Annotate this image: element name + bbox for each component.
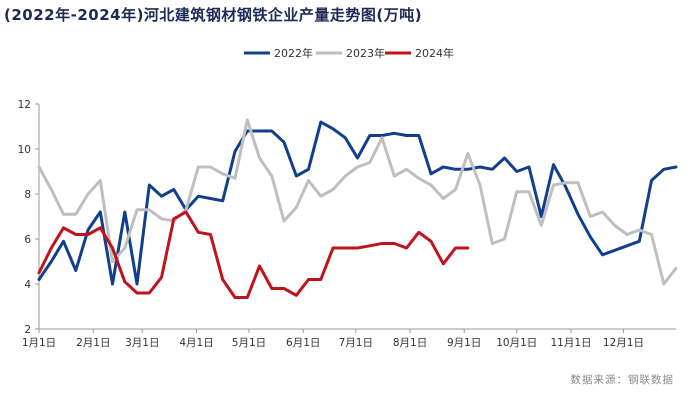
x-tick-label: 12月1日 bbox=[603, 337, 644, 349]
y-tick-label: 10 bbox=[18, 144, 31, 156]
legend-label: 2023年 bbox=[346, 46, 385, 60]
y-tick-label: 2 bbox=[24, 324, 31, 336]
axes: 2 4 6 8 10 12 1月1日 2月1日 3月1日 4月1日 5月1日 6月1日 7月1日 8月1日… bbox=[18, 99, 676, 349]
x-tick-label: 3月1日 bbox=[125, 337, 159, 349]
x-tick-label: 1月1日 bbox=[22, 337, 56, 349]
x-tick-label: 9月1日 bbox=[447, 337, 481, 349]
legend-label: 2024年 bbox=[415, 46, 454, 60]
x-tick-label: 8月1日 bbox=[393, 337, 427, 349]
x-tick-label: 7月1日 bbox=[339, 337, 373, 349]
x-tick-label: 4月1日 bbox=[179, 337, 213, 349]
series-line-2024年 bbox=[37, 210, 470, 299]
y-tick-label: 4 bbox=[24, 279, 31, 291]
y-tick-label: 12 bbox=[18, 99, 31, 111]
series-group bbox=[37, 118, 678, 299]
legend: 2022年 2023年 2024年 bbox=[244, 46, 454, 60]
y-tick-label: 8 bbox=[24, 189, 31, 201]
x-tick-label: 11月1日 bbox=[550, 337, 591, 349]
y-tick-label: 6 bbox=[24, 234, 31, 246]
x-tick-label: 10月1日 bbox=[496, 337, 537, 349]
x-tick-label: 6月1日 bbox=[286, 337, 320, 349]
x-tick-label: 2月1日 bbox=[76, 337, 110, 349]
data-source-note: 数据来源：钢联数据 bbox=[570, 374, 674, 386]
x-tick-label: 5月1日 bbox=[232, 337, 266, 349]
series-line-2023年 bbox=[37, 118, 678, 286]
chart-title: (2022年-2024年)河北建筑钢材钢铁企业产量走势图(万吨) bbox=[4, 6, 423, 24]
legend-label: 2022年 bbox=[274, 46, 313, 60]
series-line-2022年 bbox=[37, 120, 678, 286]
